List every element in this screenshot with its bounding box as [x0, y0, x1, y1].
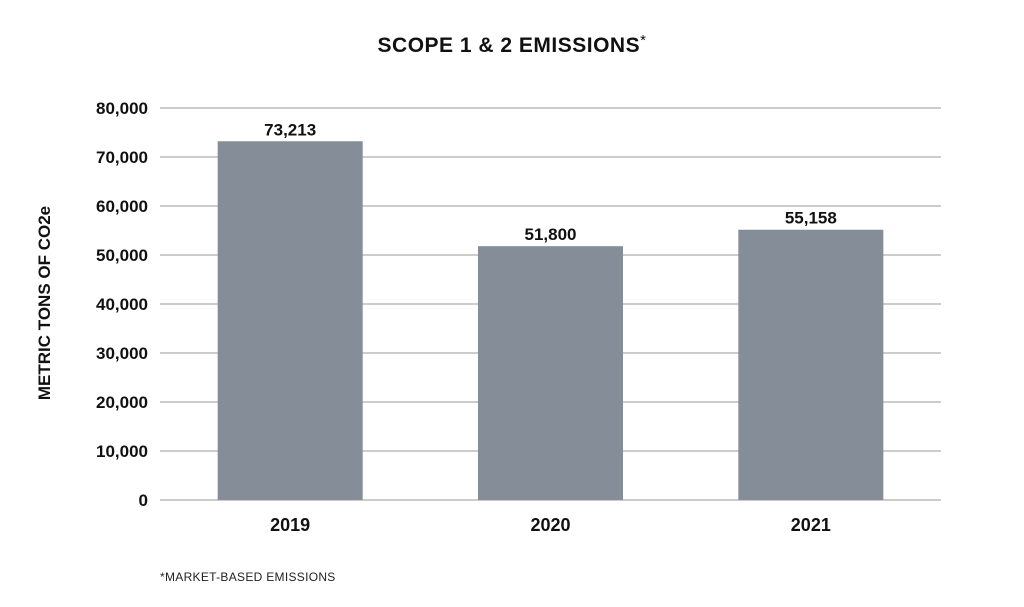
footnote: *MARKET-BASED EMISSIONS — [160, 570, 336, 584]
bar-value-label: 55,158 — [785, 209, 837, 228]
bar-value-labels: 73,213 51,800 55,158 — [264, 120, 837, 244]
y-tick-label: 80,000 — [96, 99, 148, 118]
y-tick-label: 50,000 — [96, 246, 148, 265]
x-category-label: 2020 — [530, 515, 570, 535]
bar-value-label: 51,800 — [525, 225, 577, 244]
bar-2020 — [478, 246, 623, 500]
y-tick-label: 70,000 — [96, 148, 148, 167]
bars — [217, 141, 884, 501]
y-axis-ticks: 0 10,000 20,000 30,000 40,000 50,000 60,000 70,… — [96, 99, 148, 510]
bar-2021 — [738, 229, 884, 500]
y-axis-label: METRIC TONS OF CO2e — [35, 206, 54, 400]
y-tick-label: 10,000 — [96, 442, 148, 461]
y-tick-label: 30,000 — [96, 344, 148, 363]
bar-2019 — [217, 141, 363, 501]
y-tick-label: 20,000 — [96, 393, 148, 412]
bar-value-label: 73,213 — [264, 120, 316, 139]
y-tick-label: 60,000 — [96, 197, 148, 216]
y-tick-label: 40,000 — [96, 295, 148, 314]
y-tick-label: 0 — [139, 491, 148, 510]
x-axis-categories: 2019 2020 2021 — [270, 515, 831, 535]
chart-title: SCOPE 1 & 2 EMISSIONS* — [378, 32, 647, 57]
x-category-label: 2021 — [791, 515, 831, 535]
x-category-label: 2019 — [270, 515, 310, 535]
